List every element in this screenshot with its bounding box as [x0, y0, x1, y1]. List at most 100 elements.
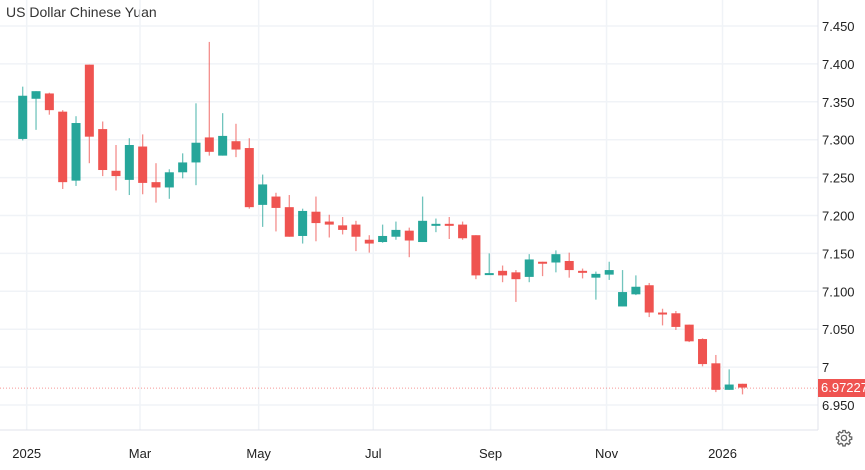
candle [338, 217, 348, 235]
candle-body [484, 273, 494, 276]
x-tick-label: Sep [479, 446, 502, 461]
candle-body [204, 137, 214, 152]
candle-body [311, 211, 321, 224]
y-tick-label: 7.450 [822, 19, 855, 34]
y-tick-label: 7.350 [822, 95, 855, 110]
candle [671, 311, 681, 330]
candle [498, 265, 508, 283]
candle [351, 220, 361, 252]
candle [58, 110, 68, 189]
settings-gear-icon[interactable] [835, 429, 853, 447]
candle [551, 250, 561, 273]
x-tick-label: Jul [365, 446, 382, 461]
candle [364, 235, 374, 253]
chart-title: US Dollar Chinese Yuan [6, 4, 157, 20]
candle-body [84, 64, 94, 137]
candle-body [591, 273, 601, 278]
candle-body [658, 312, 668, 315]
candle [298, 208, 308, 244]
candle-body [578, 270, 588, 273]
candle-body [258, 184, 268, 205]
y-tick-label: 7 [822, 360, 829, 375]
candle-body [151, 182, 161, 188]
candle [738, 383, 748, 395]
candle-body [444, 223, 454, 226]
x-tick-label: May [246, 446, 271, 461]
current-price-label: 6.97227 [818, 379, 865, 397]
candle [84, 64, 94, 164]
candle-body [378, 235, 388, 243]
candle-body [471, 235, 481, 276]
candle-body [738, 383, 748, 388]
candle [31, 91, 41, 130]
candle-body [698, 339, 708, 365]
candle-body [18, 95, 28, 139]
candle-body [671, 313, 681, 327]
candle [164, 169, 174, 199]
candles [18, 41, 748, 395]
y-tick-label: 7.150 [822, 246, 855, 261]
candle-body [564, 260, 574, 271]
candle-body [324, 221, 334, 225]
candle-body [431, 223, 441, 226]
candle-body [684, 324, 694, 342]
candle [524, 254, 534, 283]
candle [378, 224, 388, 243]
y-tick-label: 7.100 [822, 284, 855, 299]
candle-body [58, 111, 68, 183]
candle [218, 113, 228, 156]
candle [244, 138, 254, 209]
candle [138, 134, 148, 195]
y-tick-label: 6.950 [822, 398, 855, 413]
candle [724, 369, 734, 390]
candle-body [98, 129, 108, 171]
candle-body [178, 162, 188, 173]
candle [618, 270, 628, 307]
candle [151, 163, 161, 203]
candle [538, 261, 548, 277]
candle [18, 86, 28, 141]
candle-body [604, 270, 614, 275]
candle [578, 268, 588, 279]
candle [98, 121, 108, 177]
candle [391, 221, 401, 240]
candle-body [631, 286, 641, 295]
candle-body [618, 292, 628, 307]
candle-body [284, 207, 294, 237]
candle [324, 214, 334, 238]
candle-body [298, 210, 308, 236]
candle-body [31, 91, 41, 99]
candle [711, 354, 721, 393]
y-axis: 7.450 7.400 7.350 7.300 7.250 7.200 7.150 7.100… [822, 19, 855, 413]
candle-body [191, 142, 201, 163]
y-tick-label: 7.250 [822, 171, 855, 186]
candle [111, 145, 121, 191]
candle [191, 103, 201, 186]
candle [431, 218, 441, 233]
candle-body [551, 254, 561, 263]
candle [178, 153, 188, 179]
candle [511, 270, 521, 302]
candle-body [44, 93, 54, 111]
y-tick-label: 7.400 [822, 57, 855, 72]
candle-body [111, 170, 121, 177]
candle [311, 196, 321, 242]
candle-body [724, 384, 734, 390]
candle [44, 92, 54, 115]
candle [258, 174, 268, 227]
candle [484, 253, 494, 276]
candle [684, 324, 694, 343]
candle [631, 275, 641, 296]
candle-body [218, 135, 228, 156]
candle-body [271, 196, 281, 208]
gridlines [0, 0, 819, 431]
candle [418, 196, 428, 243]
x-tick-label: 2025 [12, 446, 41, 461]
candle-body [231, 141, 241, 150]
candle [124, 138, 134, 196]
x-axis: 2025 Mar May Jul Sep Nov 2026 [12, 446, 737, 461]
candle [231, 123, 241, 158]
x-tick-label: Mar [129, 446, 152, 461]
candle [444, 217, 454, 239]
